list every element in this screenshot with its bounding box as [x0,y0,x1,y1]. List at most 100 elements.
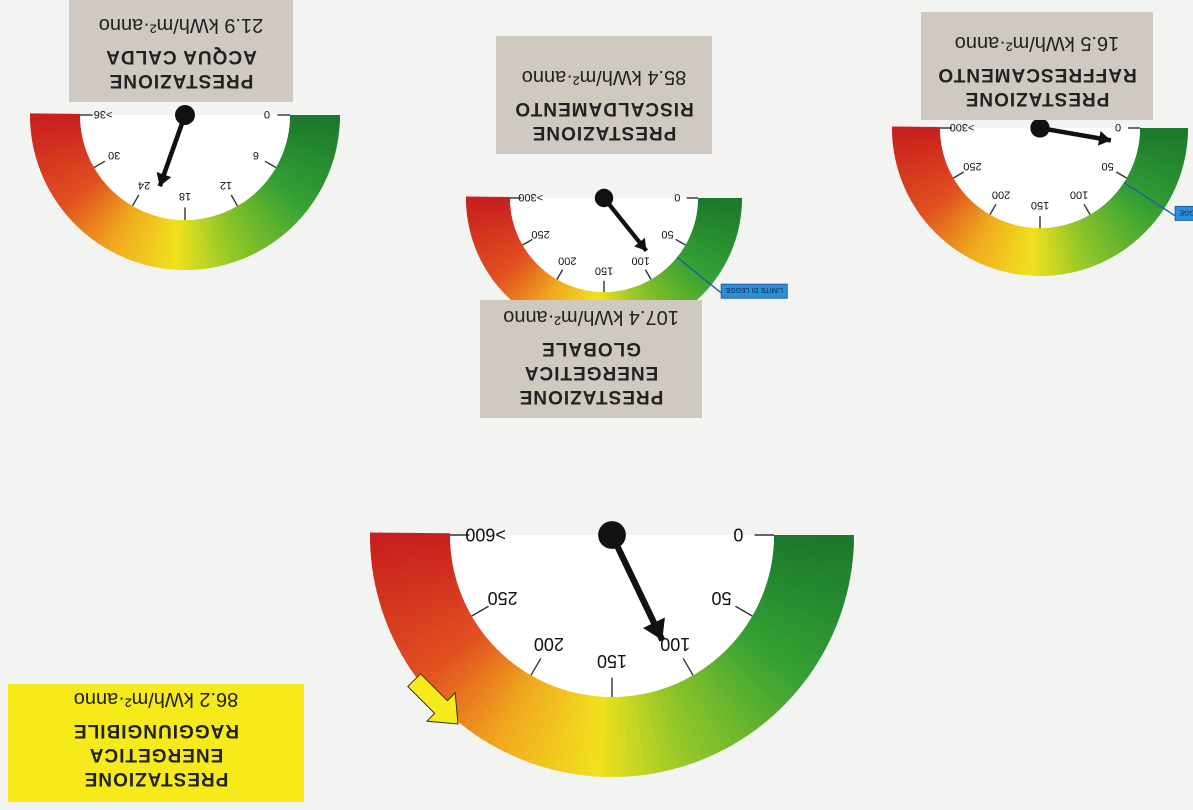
global-needle-head [643,617,665,641]
hotwater-band-segment [130,213,153,263]
heating-tick-label: >300 [518,191,543,203]
heating-label-box: PRESTAZIONE RISCALDAMENTO 85.4 kWh/m²·an… [496,36,712,154]
hotwater-band-segment [135,214,157,264]
cooling-tick-label: 0 [1115,121,1121,133]
hotwater-band-segment [125,211,150,261]
global-band-segment [609,696,621,777]
cooling-band-segment [1115,189,1157,225]
heating-band-segment [469,219,514,237]
global-band-segment [632,694,655,775]
cooling-band-segment [1108,197,1147,236]
hotwater-band-segment [236,204,268,251]
global-band-segment [691,672,741,746]
hotwater-band-segment [242,199,277,245]
cooling-band-segment [1089,212,1119,257]
achievable-title-line1: PRESTAZIONE ENERGETICA [83,744,229,789]
hotwater-band-segment [32,132,83,148]
heating-band-segment [507,264,542,301]
cooling-band-segment [1133,158,1181,181]
heating-tick-label: 0 [674,191,680,203]
hotwater-face [80,115,290,220]
global-tick [471,605,489,617]
global-band-segment [731,639,798,699]
heating-band-segment [500,260,537,294]
global-band-segment [696,669,748,742]
cooling-band-segment [896,151,944,169]
global-band-segment [461,661,517,731]
heating-band-segment [486,246,527,276]
heating-band-segment [691,227,736,247]
heating-needle-hub [594,188,614,208]
cooling-band-segment [960,212,990,257]
cooling-band-segment [983,220,1006,268]
global-band-segment [481,671,531,745]
hotwater-band-segment [267,176,311,212]
global-band-segment [397,609,472,656]
cooling-tick-label: 200 [992,189,1010,201]
cooling-band-segment [936,199,974,238]
heating-tick [556,269,564,280]
global-band-segment [754,606,830,651]
hotwater-band-segment [275,164,322,194]
cooling-band-segment [908,174,954,202]
global-band-segment [763,585,843,621]
global-band-segment [372,555,453,578]
cooling-band-segment [892,126,941,134]
heating-band-segment [668,263,704,299]
cooling-band-segment [893,144,943,159]
hotwater-band-segment [219,212,244,262]
achievable-arrow-icon [407,673,459,725]
cooling-band-segment [900,161,948,184]
heating-band-segment [673,258,710,292]
heating-band-segment [488,249,528,280]
hotwater-band-segment [251,193,289,235]
hotwater-tick [131,194,140,207]
global-band-segment [436,646,500,710]
hotwater-band-segment [115,208,143,257]
global-band-segment [405,619,478,671]
global-band-segment [759,595,837,636]
heating-tick [675,238,686,246]
cooling-band-segment [1129,168,1176,195]
cooling-band-segment [1079,217,1105,264]
cooling-title-line2: RAFFRESCAMENTO [937,64,1137,85]
cooling-band-segment [1069,221,1091,270]
heating-needle [602,196,649,253]
hotwater-band-segment [257,187,297,228]
heating-limit-label: LIMITE DI LEGGE [725,286,783,293]
hotwater-band-segment [38,149,88,174]
global-band-segment [424,637,492,697]
global-band-segment [383,588,462,626]
hotwater-band-segment [281,150,331,175]
global-band-segment [649,690,679,771]
achievable-arrow-shape [407,673,459,725]
cooling-band-segment [906,170,952,198]
global-band-segment [511,682,552,760]
global-band-segment [373,561,454,586]
global-value: 107.4 kWh/m²·anno [503,306,679,328]
hotwater-band-segment [212,214,233,265]
global-tick [530,658,542,676]
global-band-segment [534,688,568,768]
cooling-band-segment [1097,206,1132,249]
cooling-band-segment [1056,225,1071,275]
cooling-needle-head [1097,131,1111,146]
hotwater-needle [157,114,188,188]
global-band-segment [738,630,808,686]
cooling-band-segment [964,214,994,259]
hotwater-band-segment [34,139,85,158]
heating-band-segment [467,213,513,227]
heating-band-segment [510,267,544,304]
hotwater-band-segment [278,157,327,185]
global-band-segment [745,620,818,673]
cooling-value: 16.5 kWh/m²·anno [954,32,1120,54]
cooling-band-segment [1076,219,1101,266]
hotwater-band-segment [248,195,285,239]
global-band-segment [393,604,469,649]
heating-band-segment [497,257,535,291]
cooling-band-segment [897,154,945,174]
hotwater-band-segment [88,197,124,241]
cooling-band-segment [904,167,951,193]
cooling-band-segment [1095,208,1127,252]
heating-tick-label: 250 [531,228,549,240]
